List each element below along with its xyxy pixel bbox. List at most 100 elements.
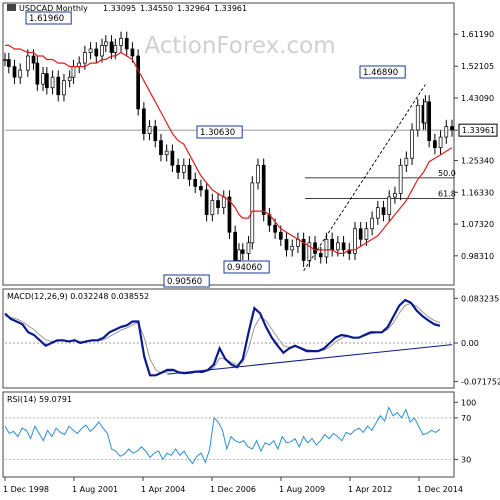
macd-trend-line xyxy=(167,344,453,375)
candle-body xyxy=(404,157,409,166)
price-panel-frame xyxy=(2,2,455,286)
rsi-title: RSI(14) 59.0791 xyxy=(7,395,72,404)
time-tick-label: 1 Apr 2012 xyxy=(348,485,392,494)
candle-body xyxy=(147,126,152,134)
price-tick-label: 1.43090 xyxy=(461,94,494,103)
fib-label: 61.8 xyxy=(438,189,456,198)
candle-body xyxy=(12,66,17,78)
candle-body xyxy=(181,164,186,173)
time-tick-label: 1 Dec 2006 xyxy=(210,485,256,494)
price-tick-label: 1.25340 xyxy=(461,157,494,166)
rsi-panel: RSI(14) 59.0791 70 30 100 xyxy=(2,391,476,478)
candle-body xyxy=(193,179,198,187)
collapse-icon[interactable] xyxy=(7,4,16,11)
candle-body xyxy=(221,196,226,208)
macd-tick-label: -0.071752 xyxy=(461,378,500,387)
candle-body xyxy=(433,140,437,148)
candle-body xyxy=(358,228,363,240)
time-tick-label: 1 Aug 2009 xyxy=(279,485,325,494)
time-tick-label: 1 Dec 2014 xyxy=(417,485,463,494)
candle-body xyxy=(187,164,192,180)
candle-body xyxy=(375,207,380,219)
candle-body xyxy=(240,249,245,254)
candle-body xyxy=(204,189,209,215)
candle-body xyxy=(130,48,135,57)
price-callout-label: 1.46890 xyxy=(363,68,398,78)
candle-body xyxy=(307,242,312,261)
dashed-trend-line xyxy=(303,84,426,272)
candle-body xyxy=(25,55,30,71)
candle-body xyxy=(56,76,61,96)
candle-body xyxy=(278,231,283,240)
candle-body xyxy=(44,73,49,89)
candle-body xyxy=(237,249,241,261)
candle-body xyxy=(444,126,449,138)
candle-body xyxy=(170,150,175,166)
watermark: ActionForex.com xyxy=(144,33,335,59)
rsi-panel-frame xyxy=(2,391,455,478)
price-callout-label: 0.94060 xyxy=(227,263,262,273)
candle-body xyxy=(336,242,340,251)
macd-tick-label: 0.00 xyxy=(461,339,479,348)
candle-body xyxy=(176,164,180,173)
macd-panel: MACD(12,26,9) 0.032248 0.038552 0.083235… xyxy=(2,288,500,389)
candle-body xyxy=(6,59,11,67)
moving-average-line xyxy=(5,44,453,254)
candle-body xyxy=(398,164,403,194)
candle-body xyxy=(364,228,369,240)
candle-body xyxy=(330,238,335,251)
macd-line xyxy=(4,298,441,377)
price-callout-label: 0.90560 xyxy=(167,277,202,287)
candle-body xyxy=(423,101,428,124)
price-tick-label: 1.16330 xyxy=(461,188,494,197)
price-callout-box xyxy=(25,11,72,25)
candle-body xyxy=(427,101,432,141)
candle-body xyxy=(301,238,306,261)
candle-body xyxy=(438,136,443,148)
ohlc-open: 1.33095 xyxy=(103,4,136,13)
price-axis: 1.61190 1.52105 1.43090 1.33961 1.25340 1.163… xyxy=(454,30,498,261)
candle-body xyxy=(18,69,23,78)
candle-body xyxy=(71,66,76,78)
price-callout-box xyxy=(163,274,210,288)
candle-body xyxy=(370,217,374,230)
candle-body xyxy=(415,104,420,131)
candle-body xyxy=(324,238,329,258)
candle-body xyxy=(103,41,108,46)
price-tick-label: 1.52105 xyxy=(461,62,494,71)
fib-label: 50.0 xyxy=(438,169,456,178)
time-tick-label: 1 Aug 2001 xyxy=(72,485,118,494)
candle-body xyxy=(261,164,266,215)
rsi-gridlines xyxy=(5,417,454,460)
candle-body xyxy=(35,62,40,85)
candle-body xyxy=(227,196,232,233)
price-tick-label: 1.07320 xyxy=(461,220,494,229)
price-candles xyxy=(3,31,454,268)
price-callout-box xyxy=(223,260,270,274)
candle-body xyxy=(83,52,87,64)
price-callout-box xyxy=(196,125,243,139)
candle-body xyxy=(124,38,129,50)
candle-body xyxy=(233,231,238,261)
rsi-tick-label: 70 xyxy=(461,414,471,423)
time-axis: 1 Dec 1998 1 Aug 2001 1 Apr 2004 1 Dec 2006… xyxy=(3,477,463,494)
candle-body xyxy=(216,200,220,208)
candle-body xyxy=(410,129,414,159)
candle-body xyxy=(50,76,55,89)
candle-body xyxy=(41,73,45,85)
rsi-axis: 70 30 100 xyxy=(454,398,476,464)
price-callout-label: 1.30630 xyxy=(200,128,235,138)
time-tick-label: 1 Apr 2004 xyxy=(141,485,185,494)
rsi-tick-label: 30 xyxy=(461,455,471,464)
candle-body xyxy=(159,140,163,156)
macd-title: MACD(12,26,9) 0.032248 0.038552 xyxy=(7,292,149,301)
candle-body xyxy=(113,45,118,53)
candle-body xyxy=(290,245,295,251)
candle-body xyxy=(94,48,99,57)
ohlc-close: 1.33961 xyxy=(214,4,247,13)
rsi-tick-label: 100 xyxy=(461,398,476,407)
price-callout-label: 1.61960 xyxy=(29,14,64,24)
macd-axis: 0.083235 0.00 -0.071752 xyxy=(454,294,500,387)
candle-body xyxy=(387,196,392,215)
price-labels: 1.61960 1.30630 0.90560 0.94060 1.46890 xyxy=(25,11,406,288)
